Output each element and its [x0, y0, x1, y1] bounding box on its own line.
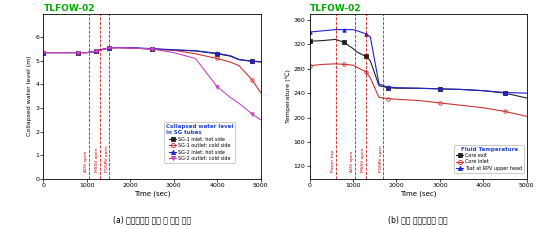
Text: Power trip: Power trip [331, 150, 335, 172]
Y-axis label: Collapsed water level (m): Collapsed water level (m) [28, 56, 33, 136]
Text: ADV open: ADV open [350, 151, 355, 172]
Legend: Core exit, Core inlet, Tsat at RPV upper head: Core exit, Core inlet, Tsat at RPV upper… [454, 145, 525, 173]
Text: MSSV open: MSSV open [361, 147, 365, 172]
Y-axis label: Temperature (℃): Temperature (℃) [285, 69, 291, 123]
Text: TLFOW-02: TLFOW-02 [310, 4, 361, 13]
Text: POSRV open: POSRV open [105, 145, 109, 172]
X-axis label: Time (sec): Time (sec) [400, 191, 437, 197]
Text: ADV open: ADV open [84, 151, 89, 172]
Text: POSRV open: POSRV open [378, 145, 383, 172]
Text: (a) 증기발생기 튜브 내 수위 변화: (a) 증기발생기 튜브 내 수위 변화 [113, 215, 191, 224]
Text: MSSV open: MSSV open [95, 147, 99, 172]
Legend: SG-1 inlet: hot side, SG-1 outlet: cold side, SG-2 inlet: hot side, SG-2 outlet:: SG-1 inlet: hot side, SG-1 outlet: cold … [164, 123, 236, 163]
Text: (b) 계통 유체온도의 변화: (b) 계통 유체온도의 변화 [388, 215, 448, 224]
X-axis label: Time (sec): Time (sec) [134, 191, 171, 197]
Text: TLFOW-02: TLFOW-02 [43, 4, 95, 13]
